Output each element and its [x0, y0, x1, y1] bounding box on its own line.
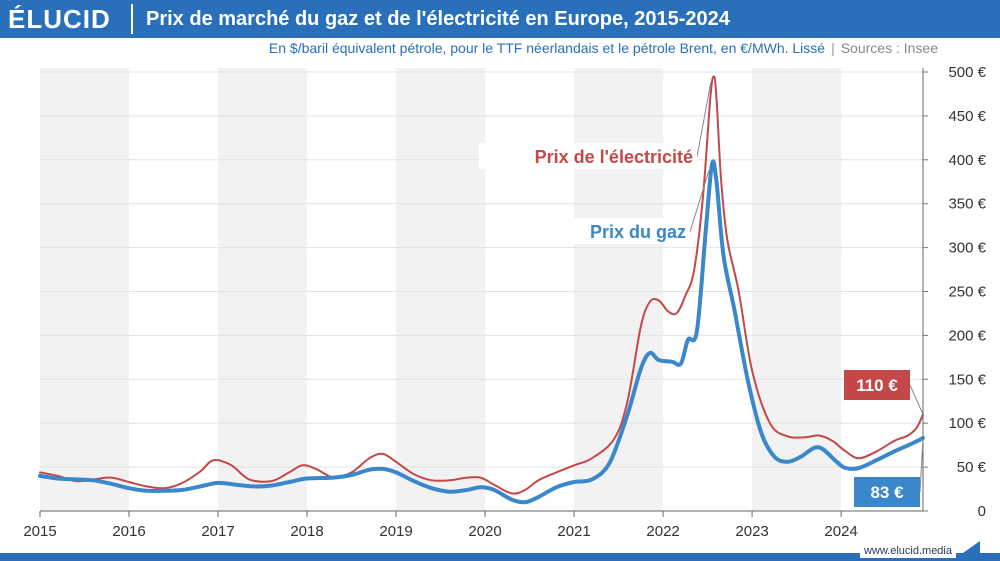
x-tick-label: 2022 [646, 523, 679, 540]
series-line-gas [38, 159, 925, 505]
year-band [396, 68, 486, 511]
y-tick-label: 150 € [948, 371, 986, 388]
chart-title: Prix de marché du gaz et de l'électricit… [146, 8, 730, 30]
end-value-box-electricity [844, 370, 910, 400]
end-value-leader [909, 384, 924, 415]
year-bands [40, 68, 842, 511]
x-tick-label: 2023 [735, 523, 768, 540]
end-value-box-gas [854, 477, 920, 507]
gridlines [40, 71, 923, 468]
annotation-label-gas: Prix du gaz [590, 222, 686, 242]
x-tick-label: 2018 [290, 523, 323, 540]
x-tick-label: 2015 [23, 523, 56, 540]
x-tick-label: 2024 [824, 523, 857, 540]
end-value-label-gas: 83 € [870, 483, 904, 502]
y-tick-label: 100 € [948, 415, 986, 432]
axes: 0 50 € 100 € 150 € 200 € 250 € 300 € 350 € 400 €… [23, 64, 986, 540]
y-tick-label: 250 € [948, 284, 986, 301]
series-lines [38, 75, 925, 505]
brand-logo: ÉLUCID [8, 2, 130, 36]
x-tick-label: 2019 [379, 523, 412, 540]
annotations: Prix de l'électricité Prix du gaz 110 € 83 … [479, 82, 924, 507]
annotation-label-electricity: Prix de l'électricité [535, 147, 693, 167]
x-tick-label: 2021 [557, 523, 590, 540]
end-value-leader [919, 438, 924, 493]
y-tick-label: 350 € [948, 196, 986, 213]
x-tick-label: 2016 [112, 523, 145, 540]
y-tick-label: 300 € [948, 240, 986, 257]
footer-bar [0, 553, 1000, 561]
y-tick-label: 50 € [957, 459, 987, 476]
brand-mark-icon [960, 541, 980, 555]
y-tick-label: 400 € [948, 152, 986, 169]
year-band [218, 68, 308, 511]
chart-subtitle: En $/baril équivalent pétrole, pour le T… [269, 39, 938, 57]
subtitle-separator: | [831, 40, 835, 56]
year-band [40, 68, 130, 511]
y-tick-label: 450 € [948, 108, 986, 125]
end-value-label-electricity: 110 € [856, 376, 898, 395]
subtitle-description: En $/baril équivalent pétrole, pour le T… [268, 40, 826, 56]
annotation-backdrop [572, 218, 690, 244]
source-note: Sources : Insee [840, 40, 938, 56]
series-line-electricity [39, 75, 924, 495]
y-tick-label: 200 € [948, 327, 986, 344]
header-bar: ÉLUCID Prix de marché du gaz et de l'éle… [0, 0, 1000, 38]
y-tick-label: 0 [978, 503, 986, 520]
annotation-leader [696, 82, 712, 158]
x-tick-label: 2017 [201, 523, 234, 540]
annotation-backdrop [479, 143, 697, 169]
y-tick-label: 500 € [948, 64, 986, 81]
footer-url: www.elucid.media [859, 545, 956, 558]
annotation-leader [689, 170, 710, 233]
header-divider [131, 4, 133, 34]
x-tick-label: 2020 [468, 523, 501, 540]
